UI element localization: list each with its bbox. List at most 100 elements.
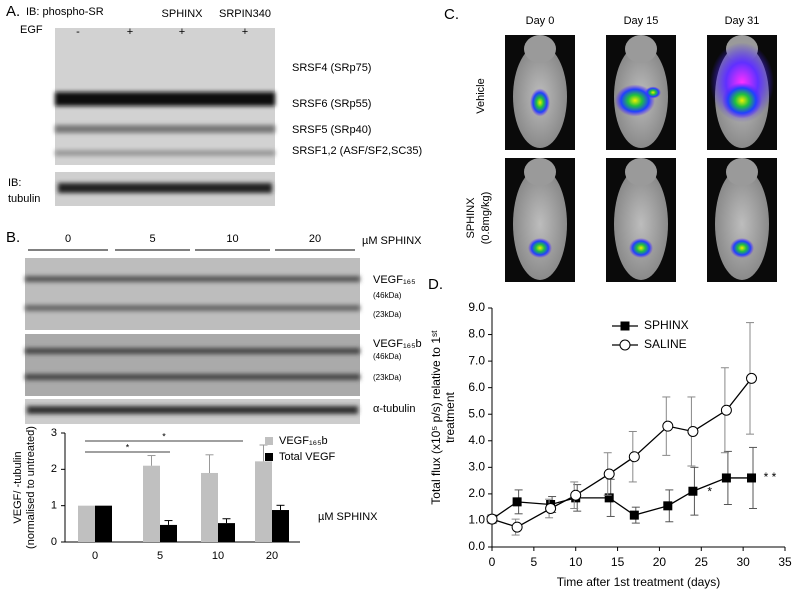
x-tick-label: 30 xyxy=(736,555,750,569)
band xyxy=(25,305,360,311)
marker xyxy=(721,473,731,483)
marker xyxy=(511,521,523,533)
y-tick-label: 8.0 xyxy=(468,327,485,341)
y-tick-label: 1.0 xyxy=(468,513,485,527)
x-tick-label: 35 xyxy=(778,555,792,569)
mouse-head xyxy=(625,158,657,186)
blot-label: α-tubulin xyxy=(373,403,415,415)
probe-label: IB: phospho-SR xyxy=(26,6,104,18)
bar xyxy=(143,465,160,542)
y-tick-label: 2 xyxy=(51,463,57,475)
y-tick-label: 0.0 xyxy=(468,539,485,553)
band xyxy=(25,374,360,380)
lane-treatment: + xyxy=(179,26,185,38)
lane-treatment: + xyxy=(242,26,248,38)
y-tick-label: 3.0 xyxy=(468,460,485,474)
band xyxy=(55,125,275,133)
y-tick-label: 6.0 xyxy=(468,380,485,394)
band-label: SRSF4 (SRp75) xyxy=(292,62,371,74)
x-tick-label: 0 xyxy=(489,555,496,569)
panel-label: A. xyxy=(6,3,20,20)
signal xyxy=(629,238,653,258)
marker xyxy=(570,489,582,501)
mouse-body xyxy=(513,168,567,280)
y-axis-label: VEGF/ -tubulin xyxy=(12,451,24,523)
panel-label: B. xyxy=(6,229,20,246)
x-tick-label: 20 xyxy=(266,550,278,562)
row-label: Vehicle xyxy=(475,78,487,113)
marker xyxy=(629,510,639,520)
marker xyxy=(512,497,522,507)
marker xyxy=(604,493,614,503)
blot xyxy=(25,258,360,330)
bar xyxy=(255,461,272,542)
y-tick-label: 5.0 xyxy=(468,406,485,420)
blot-label: (46kDa) xyxy=(373,291,402,300)
row-label: (0.8mg/kg) xyxy=(480,192,492,245)
marker xyxy=(603,468,615,480)
annotation: * * xyxy=(764,470,777,484)
lane-name: SPHINX xyxy=(162,8,204,20)
blot-label: VEGF₁₆₅ xyxy=(373,274,416,286)
day-label: Day 0 xyxy=(526,15,555,27)
legend-swatch xyxy=(265,453,273,461)
signal xyxy=(722,82,762,119)
dose-label: 10 xyxy=(226,233,238,245)
annotation: * xyxy=(707,485,712,499)
dose-unit: µM SPHINX xyxy=(362,235,422,247)
marker xyxy=(663,501,673,511)
series-line xyxy=(491,377,753,528)
marker xyxy=(545,502,557,514)
blots xyxy=(25,28,360,424)
mouse-head xyxy=(524,158,556,186)
band-label: SRSF1,2 (ASF/SF2,SC35) xyxy=(292,145,422,157)
x-tick-label: 5 xyxy=(531,555,538,569)
blot-label: (23kDa) xyxy=(373,310,402,319)
marker xyxy=(746,372,758,384)
annotation: * xyxy=(162,431,166,441)
panel-label: D. xyxy=(428,276,443,293)
band-label: SRSF5 (SRp40) xyxy=(292,124,371,136)
signal xyxy=(530,88,550,117)
mouse-head xyxy=(625,35,657,63)
band-label: SRSF6 (SRp55) xyxy=(292,98,371,110)
y-tick-label: 1 xyxy=(51,500,57,512)
x-tick-label: 0 xyxy=(92,550,98,562)
imaging xyxy=(505,35,777,282)
blot-label: (46kDa) xyxy=(373,352,402,361)
lane-treatment: - xyxy=(76,26,80,38)
signal xyxy=(730,238,754,258)
y-axis-label: treatment xyxy=(443,391,457,442)
legend-marker xyxy=(620,321,630,331)
signal xyxy=(528,238,552,258)
bar xyxy=(160,524,177,542)
lane-name: SRPIN340 xyxy=(219,8,271,20)
mouse-body xyxy=(715,168,769,280)
blot xyxy=(25,334,360,396)
x-tick-label: 20 xyxy=(653,555,667,569)
bar xyxy=(272,510,289,542)
lane-treatment: + xyxy=(127,26,133,38)
x-axis-label: Time after 1st treatment (days) xyxy=(557,575,721,589)
x-tick-label: 15 xyxy=(611,555,625,569)
legend-swatch xyxy=(265,437,273,445)
panel-label: C. xyxy=(444,6,459,23)
y-tick-label: 4.0 xyxy=(468,433,485,447)
y-tick-label: 2.0 xyxy=(468,486,485,500)
mouse-head xyxy=(726,158,758,186)
y-tick-label: 7.0 xyxy=(468,353,485,367)
band xyxy=(55,150,275,156)
x-tick-label: 5 xyxy=(157,550,163,562)
marker xyxy=(720,404,732,416)
day-label: Day 31 xyxy=(725,15,760,27)
signal xyxy=(645,86,661,99)
legend-marker xyxy=(619,339,631,351)
band xyxy=(25,348,360,354)
legend-label: Total VEGF xyxy=(279,451,336,463)
treatment-label: EGF xyxy=(20,24,43,36)
band xyxy=(55,92,275,106)
legend-label: SALINE xyxy=(644,337,687,351)
dose-label: 0 xyxy=(65,233,71,245)
bar xyxy=(218,523,235,542)
